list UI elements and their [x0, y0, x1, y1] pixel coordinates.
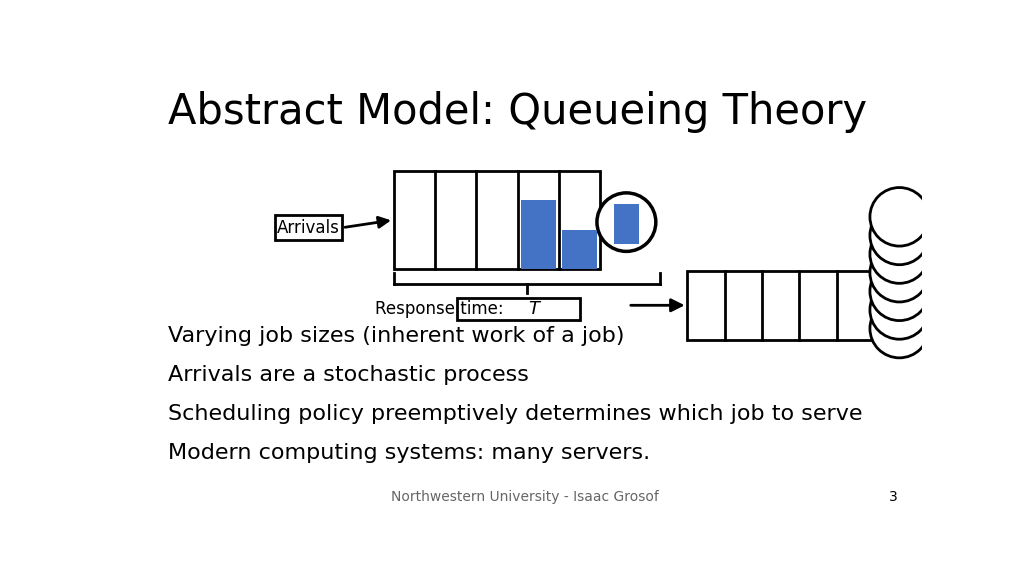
Bar	[521, 200, 556, 268]
Text: Response time:: Response time:	[376, 300, 509, 317]
Bar	[274, 215, 342, 240]
Text: Arrivals: Arrivals	[278, 219, 340, 237]
Bar	[687, 271, 873, 340]
Ellipse shape	[870, 188, 929, 246]
Ellipse shape	[870, 225, 929, 283]
Text: Modern computing systems: many servers.: Modern computing systems: many servers.	[168, 444, 650, 464]
Text: Scheduling policy preemptively determines which job to serve: Scheduling policy preemptively determine…	[168, 404, 862, 425]
Ellipse shape	[870, 244, 929, 302]
Text: 3: 3	[889, 490, 898, 504]
Bar	[562, 230, 597, 268]
Text: Northwestern University - Isaac Grosof: Northwestern University - Isaac Grosof	[391, 490, 658, 504]
Ellipse shape	[597, 193, 655, 251]
Ellipse shape	[870, 262, 929, 321]
Bar	[394, 171, 600, 268]
Bar	[613, 204, 639, 244]
Text: Abstract Model: Queueing Theory: Abstract Model: Queueing Theory	[168, 92, 866, 133]
Ellipse shape	[870, 281, 929, 339]
Text: Arrivals are a stochastic process: Arrivals are a stochastic process	[168, 365, 528, 385]
Ellipse shape	[870, 300, 929, 358]
Ellipse shape	[870, 206, 929, 265]
Text: $T$: $T$	[528, 300, 543, 317]
Bar	[458, 298, 581, 320]
Text: Varying job sizes (inherent work of a job): Varying job sizes (inherent work of a jo…	[168, 327, 625, 346]
